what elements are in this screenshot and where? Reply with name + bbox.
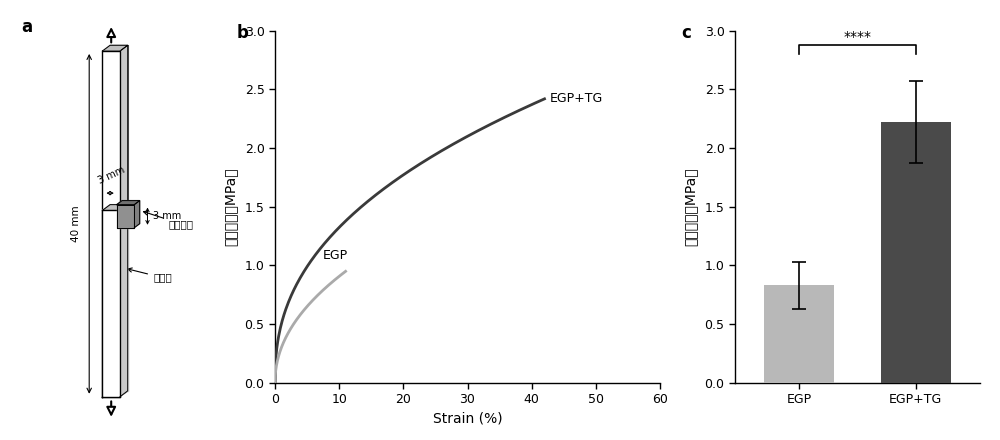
Text: c: c: [681, 24, 691, 42]
Polygon shape: [120, 205, 128, 396]
Text: 40 mm: 40 mm: [71, 205, 81, 242]
Polygon shape: [110, 205, 128, 391]
Bar: [881, 122, 951, 383]
Text: 3 mm: 3 mm: [153, 211, 181, 221]
Y-axis label: 粘性强度（MPa）: 粘性强度（MPa）: [224, 168, 238, 246]
Text: EGP+TG: EGP+TG: [550, 92, 603, 105]
Polygon shape: [134, 201, 140, 227]
Polygon shape: [102, 51, 120, 396]
Bar: [764, 286, 834, 383]
Polygon shape: [102, 45, 128, 51]
Polygon shape: [102, 205, 128, 210]
Polygon shape: [120, 45, 128, 396]
Text: a: a: [21, 18, 32, 37]
Y-axis label: 粘性强度（MPa）: 粘性强度（MPa）: [684, 168, 698, 246]
Text: 卵胶蛋白: 卵胶蛋白: [144, 211, 193, 229]
X-axis label: Strain (%): Strain (%): [433, 412, 502, 426]
Polygon shape: [102, 210, 120, 396]
Text: ****: ****: [844, 30, 872, 44]
Text: 牛皮纸: 牛皮纸: [128, 268, 172, 282]
Polygon shape: [117, 205, 134, 227]
Text: EGP: EGP: [323, 249, 348, 262]
Text: 3 mm: 3 mm: [97, 165, 127, 185]
Polygon shape: [117, 201, 140, 205]
Polygon shape: [110, 45, 128, 391]
Text: b: b: [237, 24, 248, 42]
